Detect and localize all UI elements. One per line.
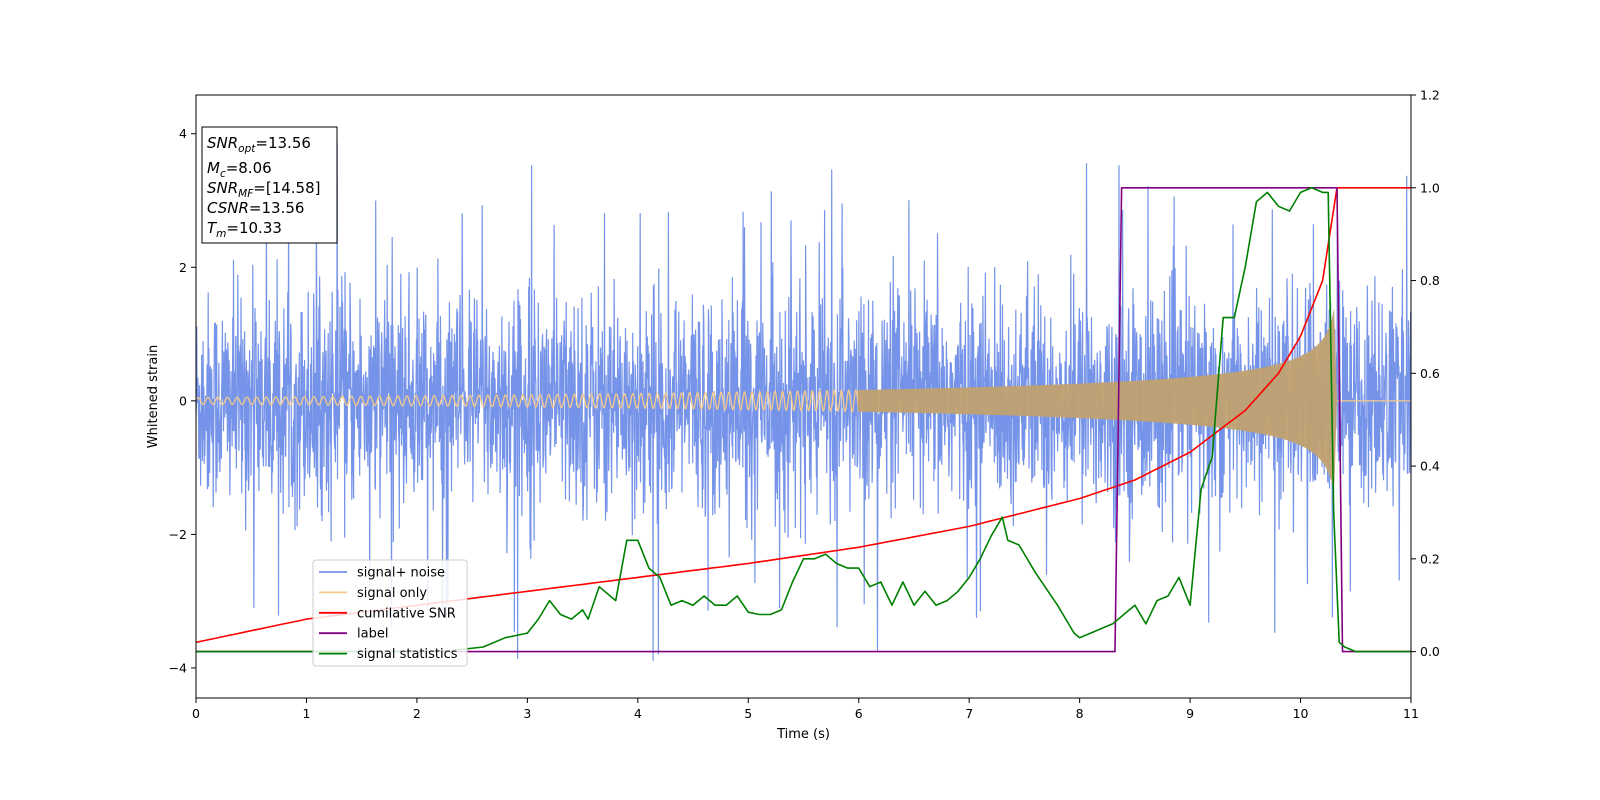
plot-frame — [195, 94, 1412, 699]
y-right-tick-label: 1.0 — [1420, 180, 1440, 195]
y-right-tick-label: 0.2 — [1420, 551, 1440, 566]
info-line-tm: Tm=10.33 — [207, 219, 282, 240]
legend-frame — [312, 559, 468, 667]
info-subscript: opt — [238, 143, 256, 155]
info-value: =8.06 — [226, 159, 272, 177]
series-cumulative-snr — [196, 187, 1411, 644]
x-axis-label: Time (s) — [776, 727, 830, 742]
info-line-snr_mf: SNRMF=[14.58] — [207, 179, 321, 200]
x-tick-label: 1 — [302, 706, 310, 721]
y-left-tick-label: 4 — [179, 126, 187, 141]
info-subscript: MF — [238, 188, 254, 200]
info-symbol: SNR — [207, 179, 238, 197]
info-value: =10.33 — [226, 219, 282, 237]
info-symbol: M — [207, 159, 220, 177]
info-value: =13.56 — [255, 134, 311, 152]
y-right-tick-label: 1.2 — [1420, 88, 1440, 103]
info-value: =[14.58] — [253, 179, 320, 197]
y-right-tick-label: 0.0 — [1420, 644, 1440, 659]
info-box-frame — [201, 126, 338, 244]
x-tick-label: 11 — [1403, 706, 1419, 721]
x-tick-label: 3 — [523, 706, 531, 721]
x-tick-label: 10 — [1293, 706, 1309, 721]
info-line-mc: Mc=8.06 — [207, 159, 272, 180]
series-signal-statistics — [196, 187, 1411, 653]
info-symbol: CSNR — [207, 199, 249, 217]
y-right-tick-label: 0.8 — [1420, 273, 1440, 288]
series-signal-noise — [196, 142, 1411, 661]
legend-entry: signal statistics — [357, 647, 458, 662]
x-tick-label: 2 — [413, 706, 421, 721]
info-line-snr_opt: SNRopt=13.56 — [207, 134, 311, 155]
x-tick-label: 8 — [1076, 706, 1084, 721]
info-box: SNRopt=13.56Mc=8.06SNRMF=[14.58]CSNR=13.… — [201, 126, 338, 244]
x-tick-label: 5 — [744, 706, 752, 721]
legend: signal+ noise signal only cumilative SNR la… — [312, 559, 468, 667]
x-tick-label: 9 — [1186, 706, 1194, 721]
y-right-tick-label: 0.6 — [1420, 366, 1440, 381]
info-symbol: SNR — [207, 134, 238, 152]
axes: 0 1 2 3 4 5 6 7 8 9 10 11 −4 −2 0 2 4 0.0 0.2 0.4 0.6 0.8 1.0 1… — [146, 88, 1440, 743]
y-left-tick-label: 0 — [179, 393, 187, 408]
x-tick-label: 6 — [855, 706, 863, 721]
y-axis-label: Whitened strain — [146, 345, 161, 448]
x-tick-label: 0 — [192, 706, 200, 721]
legend-entry: signal only — [357, 586, 427, 601]
series-signal-only-envelope — [857, 308, 1337, 494]
legend-entry: label — [357, 627, 388, 642]
y-left-tick-label: −4 — [169, 660, 187, 675]
info-subscript: m — [216, 228, 226, 240]
y-left-tick-label: 2 — [179, 260, 187, 275]
y-right-tick-label: 0.4 — [1420, 459, 1440, 474]
info-symbol: T — [207, 219, 218, 237]
info-value: =13.56 — [249, 199, 305, 217]
y-left-tick-label: −2 — [169, 527, 187, 542]
x-tick-label: 4 — [634, 706, 642, 721]
info-line-csnr: CSNR=13.56 — [207, 199, 304, 217]
legend-entry: cumilative SNR — [357, 606, 456, 621]
info-subscript: c — [220, 168, 226, 180]
series-signal-only-wave — [196, 388, 860, 413]
plot-series — [196, 142, 1411, 661]
legend-entry: signal+ noise — [357, 566, 445, 581]
x-tick-label: 7 — [965, 706, 973, 721]
